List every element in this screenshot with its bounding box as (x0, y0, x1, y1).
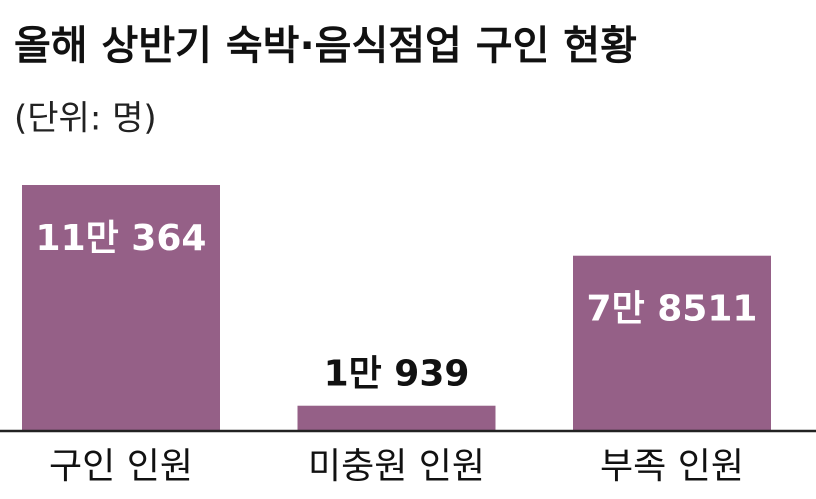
bar (297, 405, 496, 430)
x-tick-label: 미충원 인원 (308, 446, 485, 487)
value-label: 11만 364 (36, 218, 207, 259)
x-tick-label: 부족 인원 (600, 446, 744, 487)
x-tick-label: 구인 인원 (49, 446, 193, 487)
bar (573, 255, 771, 430)
chart-subtitle: (단위: 명) (14, 99, 157, 139)
bar (22, 185, 220, 430)
chart-title: 올해 상반기 숙박·음식점업 구인 현황 (14, 23, 637, 69)
value-label: 1만 939 (324, 354, 470, 395)
value-label: 7만 8511 (587, 289, 758, 330)
